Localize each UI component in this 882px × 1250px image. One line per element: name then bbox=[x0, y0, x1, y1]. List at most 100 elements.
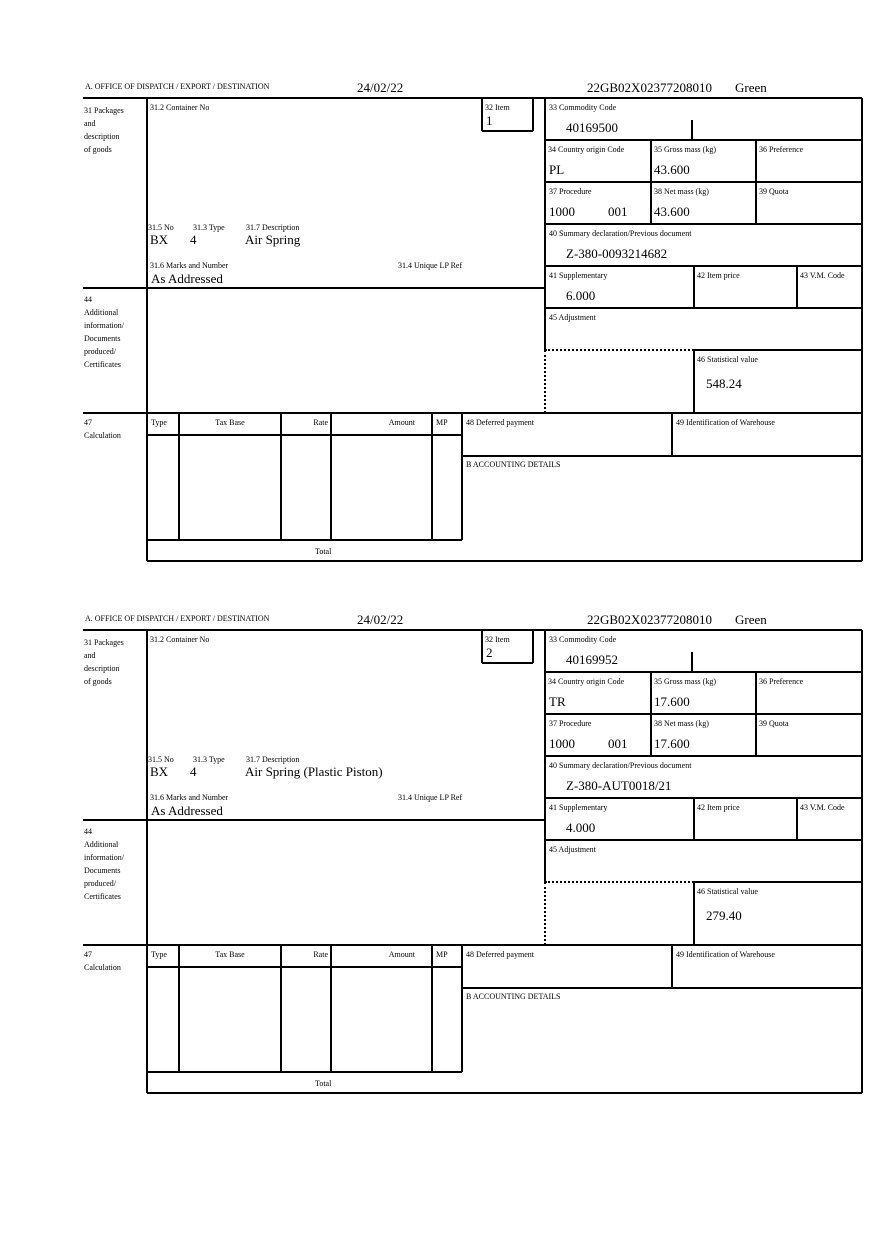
col-tax-base: Tax Base bbox=[215, 418, 245, 427]
statistical-value: 279.40 bbox=[706, 908, 742, 923]
commodity-value: 40169952 bbox=[566, 652, 618, 667]
item-label: 32 Item bbox=[485, 103, 510, 112]
rule-line bbox=[431, 413, 433, 540]
copy-colour: Green bbox=[735, 612, 767, 627]
country-value: PL bbox=[549, 162, 565, 177]
type-value: 4 bbox=[190, 232, 197, 247]
col-mp: MP bbox=[436, 950, 448, 959]
rule-line bbox=[694, 349, 862, 351]
dotted-line bbox=[545, 881, 694, 883]
col-mp: MP bbox=[436, 418, 448, 427]
rule-line bbox=[796, 266, 798, 308]
gross-mass-value: 17.600 bbox=[654, 694, 690, 709]
rule-line bbox=[693, 350, 695, 413]
statistical-value-label: 46 Statistical value bbox=[697, 887, 758, 896]
rule-line bbox=[691, 652, 693, 672]
net-mass-value: 43.600 bbox=[654, 204, 690, 219]
rule-line bbox=[147, 560, 862, 562]
rule-line bbox=[650, 140, 652, 224]
rule-line bbox=[693, 266, 695, 308]
rule-line bbox=[482, 130, 533, 132]
container-label: 31.2 Container No bbox=[150, 103, 210, 112]
procedure-label: 37 Procedure bbox=[549, 187, 592, 196]
item-price-label: 42 Item price bbox=[697, 803, 740, 812]
net-mass-label: 38 Net mass (kg) bbox=[654, 187, 709, 196]
col-amount: Amount bbox=[388, 418, 415, 427]
rule-line bbox=[178, 945, 180, 1072]
marks-value: As Addressed bbox=[151, 271, 223, 286]
summary-label: 40 Summary declaration/Previous document bbox=[549, 229, 692, 238]
deferred-payment-label: 48 Deferred payment bbox=[466, 418, 534, 427]
rule-line bbox=[83, 629, 862, 631]
rule-line bbox=[481, 630, 483, 663]
warehouse-label: 49 Identification of Warehouse bbox=[676, 418, 775, 427]
rule-line bbox=[147, 539, 462, 541]
marks-label: 31.6 Marks and Number bbox=[150, 793, 229, 802]
preference-label: 36 Preference bbox=[759, 677, 804, 686]
rule-line bbox=[545, 139, 862, 141]
warehouse-label: 49 Identification of Warehouse bbox=[676, 950, 775, 959]
additional-info-label: 44 Additional information/ Documents pro… bbox=[84, 827, 124, 901]
reference-number: 22GB02X02377208010 bbox=[587, 80, 712, 95]
commodity-label: 33 Commodity Code bbox=[549, 103, 617, 112]
rule-line bbox=[461, 945, 463, 1072]
net-mass-label: 38 Net mass (kg) bbox=[654, 719, 709, 728]
accounting-details-label: B ACCOUNTING DETAILS bbox=[466, 992, 561, 1001]
col-tax-base: Tax Base bbox=[215, 950, 245, 959]
no-value: BX bbox=[150, 232, 169, 247]
rule-line bbox=[545, 713, 862, 715]
rule-line bbox=[755, 672, 757, 756]
unique-lp-label: 31.4 Unique LP Ref bbox=[398, 261, 463, 270]
col-type: Type bbox=[151, 950, 167, 959]
vm-code-label: 43 V.M. Code bbox=[800, 803, 845, 812]
rule-line bbox=[861, 98, 863, 561]
packages-label: 31 Packages and description of goods bbox=[84, 106, 124, 154]
supplementary-label: 41 Supplementary bbox=[549, 803, 608, 812]
statistical-value: 548.24 bbox=[706, 376, 742, 391]
rule-line bbox=[146, 630, 148, 1093]
item-price-label: 42 Item price bbox=[697, 271, 740, 280]
calculation-label: Calculation bbox=[84, 431, 121, 440]
summary-value: Z-380-0093214682 bbox=[566, 246, 668, 261]
rule-line bbox=[147, 1071, 462, 1073]
rule-line bbox=[178, 413, 180, 540]
type-value: 4 bbox=[190, 764, 197, 779]
total-label: Total bbox=[315, 1079, 332, 1088]
rule-line bbox=[147, 1092, 862, 1094]
rule-line bbox=[147, 966, 462, 968]
quota-label: 39 Quota bbox=[759, 187, 789, 196]
calculation-label: Calculation bbox=[84, 963, 121, 972]
vm-code-label: 43 V.M. Code bbox=[800, 271, 845, 280]
rule-line bbox=[280, 413, 282, 540]
procedure-label: 37 Procedure bbox=[549, 719, 592, 728]
rule-line bbox=[146, 98, 148, 561]
supplementary-value: 4.000 bbox=[566, 820, 596, 835]
summary-label: 40 Summary declaration/Previous document bbox=[549, 761, 692, 770]
no-label: 31.5 No bbox=[148, 223, 174, 232]
item-label: 32 Item bbox=[485, 635, 510, 644]
rule-line bbox=[280, 945, 282, 1072]
country-label: 34 Country origin Code bbox=[548, 677, 625, 686]
rule-line bbox=[671, 945, 673, 988]
rule-line bbox=[83, 97, 862, 99]
rule-line bbox=[330, 413, 332, 540]
item-number: 2 bbox=[486, 645, 493, 660]
rule-line bbox=[330, 945, 332, 1072]
description-label: 31.7 Description bbox=[246, 223, 300, 232]
rule-line bbox=[545, 223, 862, 225]
rule-line bbox=[796, 798, 798, 840]
dotted-line bbox=[545, 349, 694, 351]
net-mass-value: 17.600 bbox=[654, 736, 690, 751]
accounting-details-label: B ACCOUNTING DETAILS bbox=[466, 460, 561, 469]
procedure-value: 1000 bbox=[549, 736, 575, 751]
description-value: Air Spring bbox=[245, 232, 301, 247]
rule-line bbox=[755, 140, 757, 224]
type-label: 31.3 Type bbox=[193, 223, 225, 232]
dotted-line bbox=[544, 350, 546, 413]
preference-label: 36 Preference bbox=[759, 145, 804, 154]
rule-line bbox=[650, 672, 652, 756]
rule-line bbox=[545, 181, 862, 183]
col-type: Type bbox=[151, 418, 167, 427]
rule-line bbox=[83, 944, 862, 946]
container-label: 31.2 Container No bbox=[150, 635, 210, 644]
